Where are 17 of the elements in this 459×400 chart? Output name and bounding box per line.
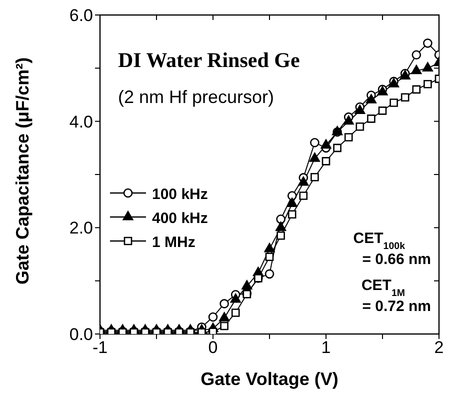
- x-axis-title: Gate Voltage (V): [200, 369, 338, 389]
- annotation: CET$_{100k}$ = 0.66 nm: [353, 230, 431, 268]
- x-tick-label: -1: [92, 338, 108, 358]
- y-tick-label: 2.0: [69, 218, 93, 238]
- legend-label: 1 MHz: [152, 234, 196, 251]
- x-tick-label: 1: [321, 338, 331, 358]
- annotation: CET$_{1M}$ = 0.72 nm: [361, 277, 431, 315]
- y-tick-label: 4.0: [69, 112, 93, 132]
- legend-label: 100 kHz: [152, 186, 208, 203]
- text: (2 nm Hf precursor): [118, 87, 274, 107]
- y-tick-label: 0.0: [69, 325, 93, 344]
- text: DI Water Rinsed Ge: [118, 48, 300, 72]
- y-axis-title: Gate Capacitance (μF/cm²): [12, 57, 32, 284]
- x-tick-label: 0: [208, 338, 218, 358]
- x-tick-label: 2: [434, 338, 444, 358]
- y-tick-label: 6.0: [69, 6, 93, 26]
- legend-label: 400 kHz: [152, 210, 208, 227]
